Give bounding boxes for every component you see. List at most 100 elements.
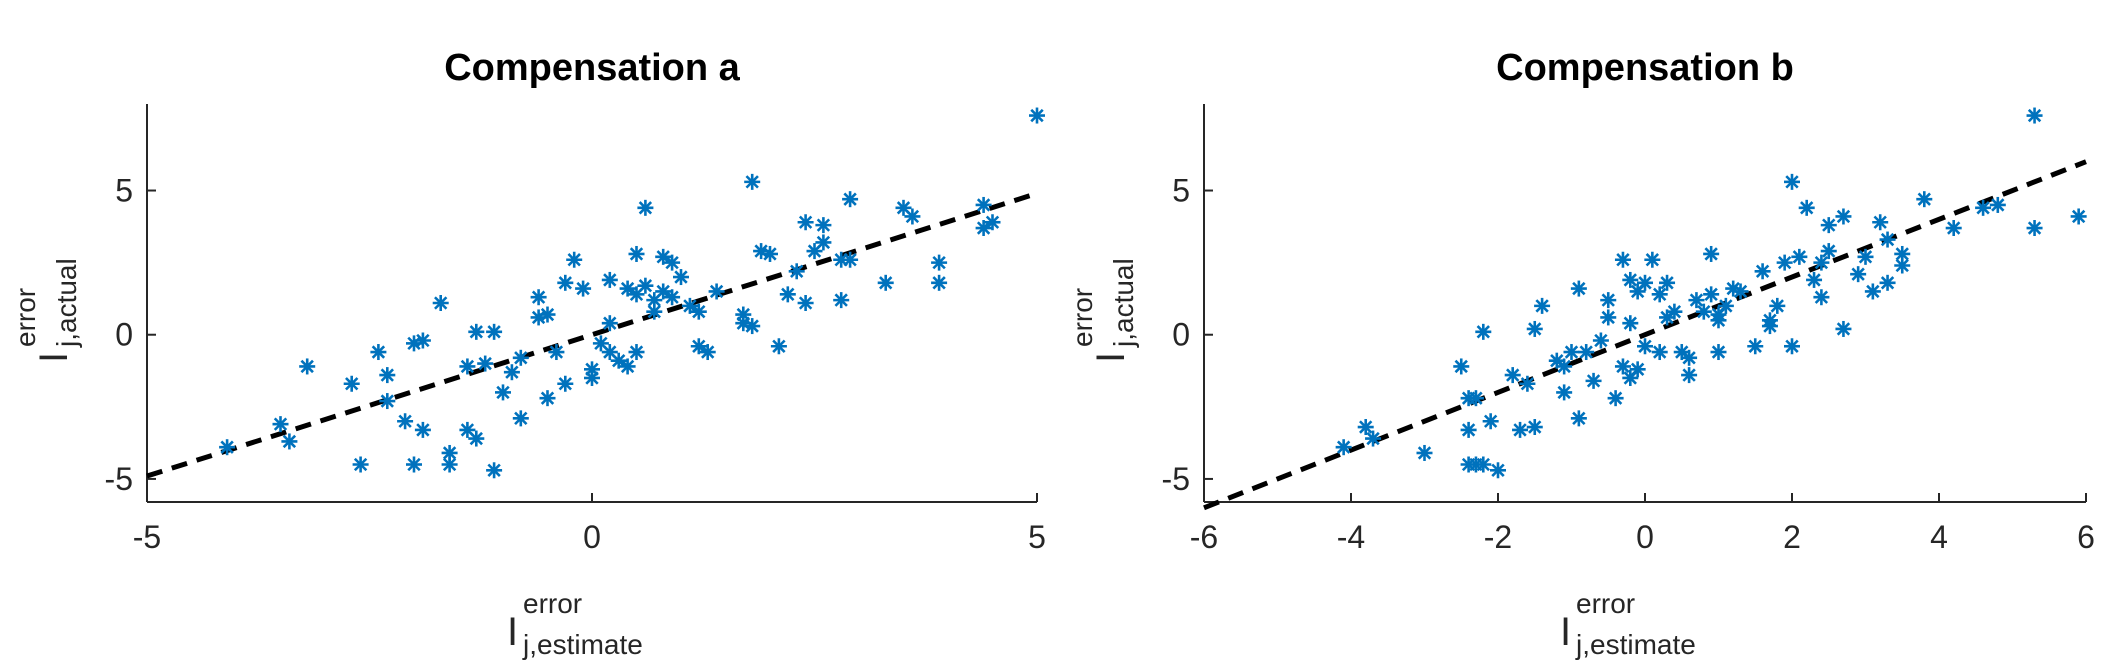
data-point [673, 269, 689, 286]
data-point-stroke [1726, 281, 1740, 296]
data-point-stroke [478, 356, 492, 371]
data-point [815, 217, 832, 234]
data-point [1585, 372, 1602, 389]
data-point-stroke [1564, 345, 1579, 359]
x-tick-label: 2 [1783, 519, 1801, 555]
data-point [1622, 315, 1639, 332]
data-point-stroke [905, 209, 920, 224]
data-point [575, 280, 592, 297]
data-point [975, 196, 992, 213]
data-point [610, 352, 627, 369]
data-point [788, 263, 805, 280]
data-point-stroke [656, 250, 670, 264]
data-point-stroke [1550, 354, 1564, 368]
data-point [1614, 358, 1631, 375]
data-point-stroke [1711, 345, 1726, 359]
data-point-stroke [1513, 423, 1527, 437]
data-point [566, 251, 583, 268]
y-tick-label: -5 [105, 461, 133, 497]
data-point [601, 271, 618, 288]
data-point-stroke [514, 411, 528, 426]
data-point [1659, 274, 1676, 291]
data-point [628, 344, 645, 361]
data-point [1820, 243, 1837, 260]
data-point-stroke [2027, 108, 2042, 123]
data-point [664, 254, 681, 271]
data-point-stroke [647, 304, 661, 319]
data-point-stroke [1917, 192, 1931, 206]
data-point [1490, 462, 1506, 479]
data-point [628, 245, 645, 262]
data-point [414, 332, 431, 349]
data-point [1607, 390, 1624, 407]
data-point-stroke [1880, 232, 1895, 247]
data-point-stroke [469, 325, 483, 339]
data-point-stroke [594, 336, 608, 351]
data-point [619, 358, 636, 375]
data-point-stroke [1947, 221, 1961, 235]
data-point [1570, 280, 1587, 297]
data-point-stroke [692, 339, 706, 353]
data-point [1600, 309, 1617, 326]
data-point-stroke [1630, 362, 1645, 377]
data-point [539, 390, 556, 407]
data-point-stroke [442, 457, 457, 472]
data-point-stroke [1976, 201, 1990, 215]
data-point [468, 323, 485, 340]
data-point [1703, 286, 1720, 303]
data-point [655, 248, 672, 265]
data-point-stroke [496, 385, 510, 400]
data-point [370, 344, 387, 361]
data-point-stroke [1836, 322, 1851, 336]
data-point-stroke [1483, 414, 1498, 428]
fit-line [1203, 159, 2087, 511]
data-point-stroke [932, 276, 946, 290]
data-point-stroke [1682, 368, 1696, 382]
data-point [1365, 430, 1382, 447]
data-point [2070, 208, 2087, 225]
data-point-stroke [1476, 457, 1490, 472]
y-tick-label: 0 [1172, 317, 1190, 353]
data-point [512, 410, 529, 427]
data-point-stroke [1653, 345, 1667, 359]
data-point [762, 245, 778, 262]
data-point-stroke [1579, 345, 1593, 359]
data-point-stroke [1557, 359, 1571, 374]
x-tick-label: 0 [583, 519, 601, 555]
data-point [459, 358, 476, 375]
chart-title: Compensation b [1496, 47, 1794, 89]
data-point-stroke [2027, 221, 2042, 235]
data-point-stroke [629, 345, 644, 359]
data-point-stroke [416, 423, 430, 437]
data-point [1453, 358, 1470, 375]
data-point-stroke [1836, 209, 1851, 224]
x-tick-label: 6 [2077, 519, 2095, 555]
data-point-stroke [1469, 391, 1483, 405]
data-point-stroke [540, 391, 555, 405]
y-axis-label-sup: error [10, 288, 41, 347]
data-point [379, 367, 396, 384]
data-point-stroke [745, 319, 759, 333]
data-point-stroke [665, 255, 679, 270]
data-point-stroke [1733, 284, 1748, 299]
data-point [931, 254, 948, 271]
data-point-stroke [1719, 299, 1733, 313]
x-axis-label-sub: j,estimate [522, 629, 643, 660]
data-point [984, 214, 1001, 231]
data-point [877, 274, 894, 291]
data-point [1614, 251, 1631, 268]
data-point-stroke [772, 339, 786, 353]
data-point [1534, 297, 1551, 314]
data-point [975, 220, 992, 237]
data-point-stroke [1858, 250, 1873, 264]
data-point-stroke [220, 440, 234, 454]
data-point-stroke [353, 457, 368, 472]
data-point [1600, 292, 1617, 309]
y-axis-label-sub: j,actual [1108, 258, 1139, 348]
data-point [1592, 332, 1609, 349]
data-point [1850, 266, 1867, 283]
data-point [797, 295, 814, 311]
data-point [1695, 303, 1712, 320]
data-point [1945, 220, 1962, 237]
data-point-stroke [460, 359, 475, 374]
